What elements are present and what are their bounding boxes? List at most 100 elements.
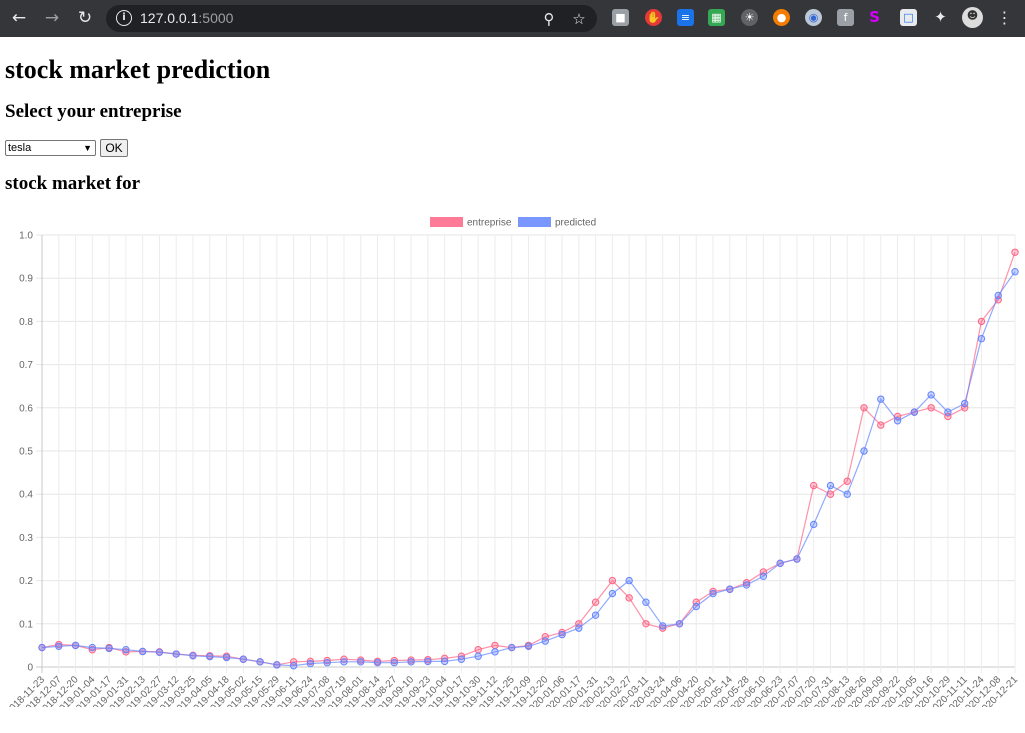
entreprise-select[interactable]: tesla ▼ [5,140,96,156]
y-tick-label: 0.4 [19,490,33,501]
data-point-entreprise [289,658,298,666]
data-point-entreprise [474,646,482,654]
extension-icon-2[interactable]: ✋ [645,9,662,26]
data-point-predicted [71,641,80,650]
legend-swatch-entreprise [430,217,463,227]
legend-label-entreprise: entreprise [467,218,512,229]
y-tick-label: 0.2 [19,576,33,587]
chart-grid [36,234,1016,673]
data-point-predicted [457,655,466,663]
legend-label-predicted: predicted [555,218,596,229]
data-point-entreprise [625,594,633,602]
profile-avatar-icon[interactable]: ☻ [962,7,983,28]
extension-icon-10[interactable]: □ [900,9,917,26]
data-point-predicted [608,589,617,598]
y-tick-label: 0.5 [19,447,33,458]
menu-kebab-icon[interactable]: ⋮ [996,8,1013,27]
data-point-predicted [625,576,633,585]
data-point-entreprise [809,481,818,490]
data-point-predicted [189,652,197,660]
data-point-predicted [105,644,113,653]
data-point-predicted [575,624,583,632]
browser-toolbar: ← → ↻ i 127.0.0.1:5000 ⚲ ☆ ■ ✋ ≡ ▦ ☀ ● ◉… [0,0,1025,37]
reload-icon[interactable]: ↻ [77,8,93,28]
y-axis-labels: 0 0.1 0.2 0.3 0.4 0.5 0.6 0.7 0.8 0.9 1.0 [19,231,33,674]
address-bar[interactable]: i 127.0.0.1:5000 ⚲ ☆ [106,5,597,32]
data-point-predicted [994,291,1002,300]
series-line-predicted [41,271,1016,667]
data-point-entreprise [1011,248,1019,256]
data-point-entreprise [591,598,600,606]
data-point-entreprise [843,477,851,485]
info-icon[interactable]: i [116,10,132,26]
data-point-entreprise [977,317,986,326]
data-point-predicted [239,655,248,663]
data-point-predicted [122,646,130,654]
data-point-predicted [256,658,264,666]
ok-button[interactable]: OK [100,139,128,157]
data-point-predicted [55,642,63,650]
extension-icon-4[interactable]: ▦ [708,9,725,26]
data-point-entreprise [491,641,499,650]
data-point-predicted [172,650,180,658]
url-text[interactable]: 127.0.0.1:5000 [140,10,234,26]
page-content: stock market prediction Select your entr… [0,37,1025,733]
extension-icon-5[interactable]: ☀ [741,9,758,26]
page-title: stock market prediction [5,55,271,84]
stock-chart: 0 0.1 0.2 0.3 0.4 0.5 0.6 0.7 0.8 0.9 1.0 2018-11-… [4,217,1021,707]
data-point-predicted [809,520,818,529]
extension-icon-3[interactable]: ≡ [677,9,694,26]
x-axis-labels: 2018-11-232018-12-072018-12-202019-01-04… [4,674,1021,707]
extension-icon-9[interactable]: S [869,8,880,26]
data-point-predicted [591,611,600,619]
back-icon[interactable]: ← [11,8,27,28]
data-point-predicted [893,417,902,425]
data-point-predicted [407,658,415,666]
data-point-predicted [944,408,952,416]
y-tick-label: 0.1 [19,619,33,630]
data-point-entreprise [642,620,650,628]
data-point-predicted [742,581,751,589]
data-point-predicted [222,653,231,662]
data-point-predicted [692,602,700,611]
data-point-predicted [440,657,449,666]
data-point-predicted [726,585,734,593]
data-point-predicted [927,391,935,399]
data-point-predicted [323,658,331,667]
data-point-predicted [474,652,482,660]
data-point-predicted [390,658,398,667]
zoom-icon[interactable]: ⚲ [543,10,555,28]
data-point-predicted [793,555,801,563]
data-point-entreprise [877,421,885,429]
data-point-predicted [508,643,516,652]
extension-icon-1[interactable]: ■ [612,9,629,26]
data-point-predicted [206,652,214,661]
data-point-predicted [709,589,717,598]
y-tick-label: 1.0 [19,231,33,242]
extension-icon-8[interactable]: f [837,9,854,26]
data-point-predicted [273,661,281,669]
data-point-entreprise [608,576,617,585]
data-point-entreprise [927,404,935,412]
data-point-predicted [306,659,315,668]
extension-icon-6[interactable]: ● [773,9,790,26]
chevron-down-icon: ▼ [83,143,92,153]
y-tick-label: 0.3 [19,533,33,544]
data-point-predicted [424,657,432,666]
y-tick-label: 0.8 [19,317,33,328]
data-point-predicted [357,658,365,666]
data-point-predicted [524,642,533,650]
data-point-predicted [491,648,499,656]
data-point-predicted [340,658,348,666]
chart-legend: entreprise predicted [430,217,596,229]
data-point-predicted [138,647,147,656]
data-point-predicted [977,334,986,343]
star-icon[interactable]: ☆ [572,10,586,28]
data-point-predicted [659,622,667,630]
extensions-puzzle-icon[interactable]: ✦ [934,8,947,26]
data-point-predicted [38,643,46,652]
data-point-predicted [155,648,164,657]
data-point-predicted [541,637,549,645]
extension-icon-7[interactable]: ◉ [805,9,822,26]
forward-icon[interactable]: → [44,8,60,28]
